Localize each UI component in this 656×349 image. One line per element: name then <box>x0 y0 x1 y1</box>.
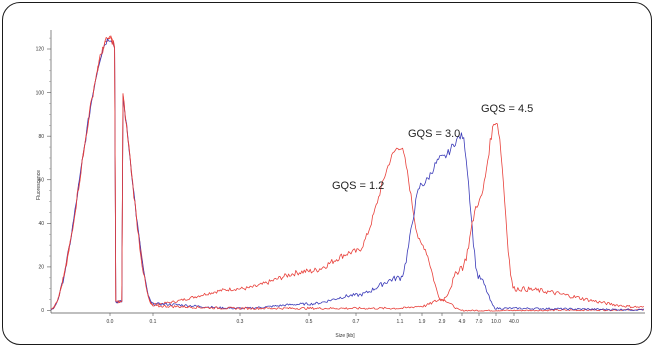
x-tick-label: 2.9 <box>439 319 446 325</box>
y-tick-label: 80 <box>38 134 44 140</box>
y-axis-title: Fluorescence <box>36 170 42 200</box>
series-layer <box>50 35 645 312</box>
x-axis-title: Size [kb] <box>335 333 355 339</box>
x-tick-label: 0.5 <box>306 319 313 325</box>
annotation-layer: GQS = 1.2 GQS = 3.0 GQS = 4.5 <box>332 103 533 192</box>
chart-frame <box>2 2 652 345</box>
series-line-blue <box>50 37 645 311</box>
chart-axes <box>50 30 645 314</box>
x-tick-label: 0.3 <box>237 319 244 325</box>
annotation-red-2: GQS = 4.5 <box>481 103 533 115</box>
series-line-red-2 <box>50 35 645 310</box>
x-tick-label: 1.9 <box>419 319 426 325</box>
x-ticks: 0.0 0.1 0.3 0.5 0.7 1.1 1.9 2.9 4.9 7.0 10.0 40.0 <box>107 313 519 325</box>
x-tick-label: 0.0 <box>107 319 114 325</box>
x-tick-label: 0.7 <box>353 319 360 325</box>
annotation-blue: GQS = 3.0 <box>408 128 460 140</box>
x-tick-label: 4.9 <box>459 319 466 325</box>
y-ticks: 0 20 40 60 80 100 120 <box>36 37 51 314</box>
x-tick-label: 7.0 <box>476 319 483 325</box>
y-tick-label: 0 <box>41 308 44 314</box>
x-tick-label: 0.1 <box>150 319 157 325</box>
x-tick-label: 40.0 <box>509 319 519 325</box>
y-tick-label: 40 <box>38 221 44 227</box>
y-tick-label: 20 <box>38 265 44 271</box>
y-tick-label: 120 <box>36 47 45 53</box>
y-tick-label: 60 <box>38 177 44 183</box>
annotation-red-1: GQS = 1.2 <box>332 180 384 192</box>
series-line-red-1 <box>50 36 645 312</box>
y-tick-label: 100 <box>36 90 45 96</box>
x-tick-label: 10.0 <box>491 319 501 325</box>
x-tick-label: 1.1 <box>397 319 404 325</box>
